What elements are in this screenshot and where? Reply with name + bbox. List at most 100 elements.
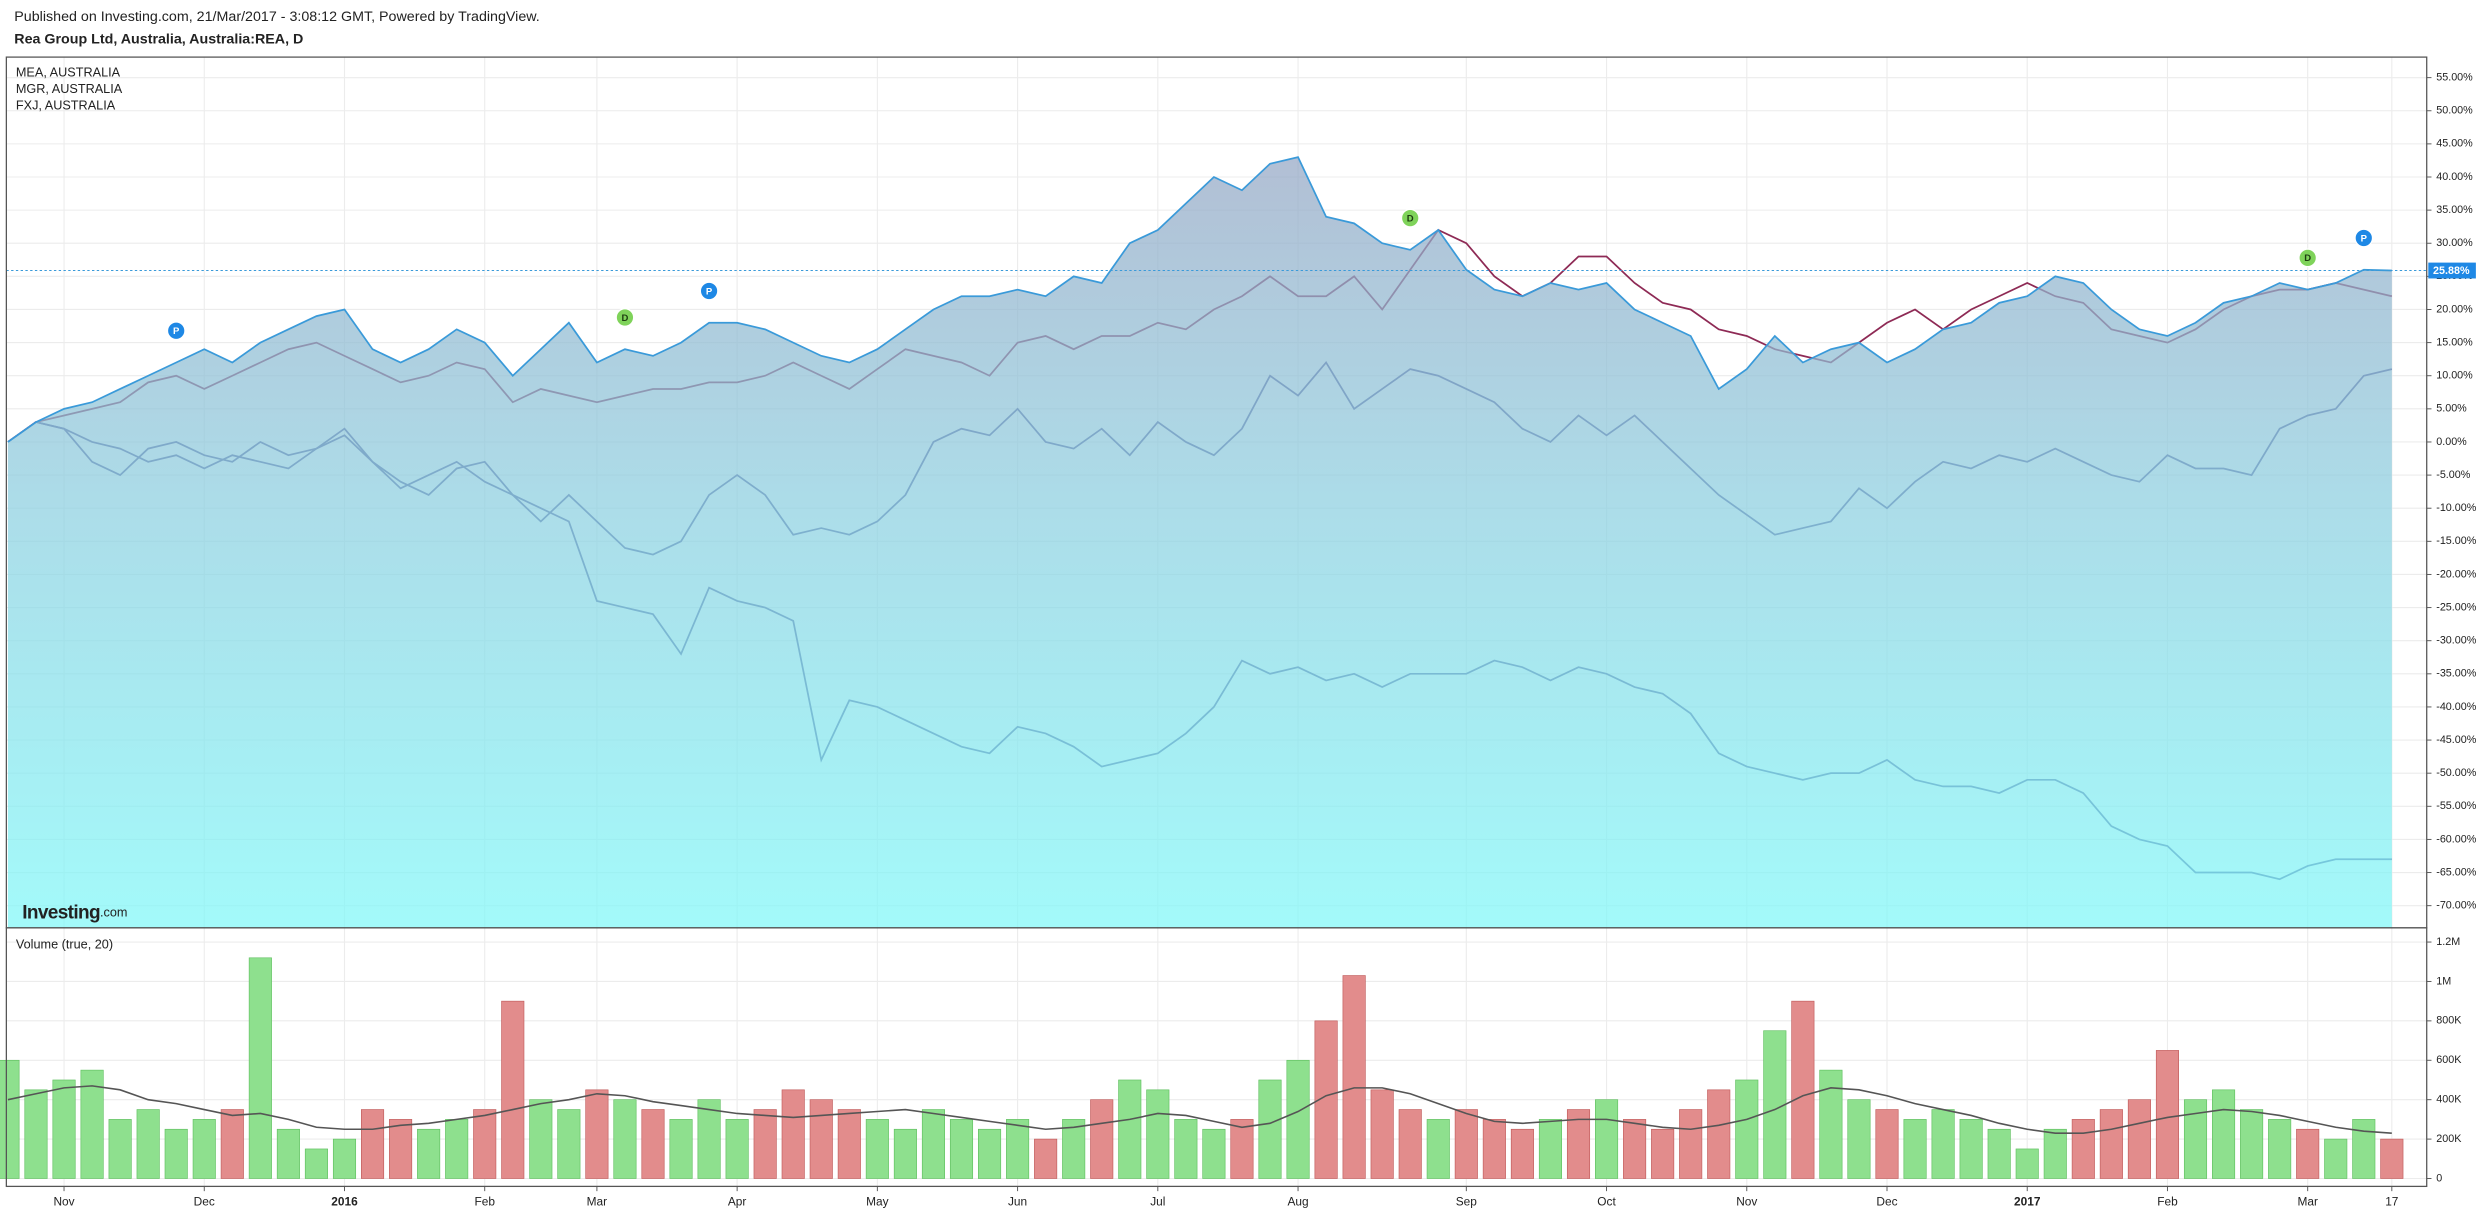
volume-ma-line — [7, 1085, 2392, 1134]
volume-bar — [164, 1128, 188, 1179]
volume-bar — [136, 1109, 160, 1179]
volume-bar — [613, 1099, 637, 1179]
volume-bar — [2268, 1119, 2292, 1179]
event-marker — [2298, 248, 2318, 268]
volume-title: Volume (true, 20) — [16, 938, 113, 952]
volume-bar — [1538, 1119, 1562, 1179]
volume-bar — [1679, 1109, 1703, 1179]
volume-bar — [753, 1109, 777, 1179]
volume-bar — [80, 1069, 104, 1179]
volume-bar — [2071, 1119, 2095, 1179]
y-tick-label: -5.00% — [2436, 469, 2471, 481]
y-tick-label: 0.00% — [2436, 436, 2467, 448]
event-marker — [166, 321, 186, 341]
volume-bar — [1987, 1128, 2011, 1179]
x-tick-label: Nov — [1736, 1194, 1757, 1208]
x-tick-label: Dec — [194, 1194, 215, 1208]
volume-bar — [1314, 1020, 1338, 1179]
axes: Nov Dec 2016 Feb Mar Apr May Jun Jul Aug Sep Oct Nov… — [16, 65, 2477, 1208]
legend-entry: MGR, AUSTRALIA — [16, 82, 123, 96]
x-tick-label: Nov — [53, 1194, 74, 1208]
x-tick-label: Oct — [1597, 1194, 1616, 1208]
volume-bar — [1959, 1119, 1983, 1179]
volume-bar — [52, 1079, 76, 1179]
y-tick-label: 10.00% — [2436, 370, 2473, 382]
y-tick-label: -50.00% — [2436, 767, 2477, 779]
volume-bar — [1090, 1099, 1114, 1179]
y-tick-label: 1.2M — [2436, 936, 2460, 948]
y-tick-label: 0 — [2436, 1172, 2442, 1184]
event-marker — [615, 308, 635, 327]
event-label: D — [1407, 213, 1414, 224]
x-tick-label: Mar — [587, 1194, 607, 1208]
volume-bar — [1931, 1109, 1955, 1179]
volume-bar — [1062, 1119, 1086, 1179]
volume-bar — [1735, 1079, 1759, 1179]
volume-bar — [1482, 1119, 1506, 1179]
last-value-box — [2428, 262, 2476, 279]
volume-bar — [1763, 1030, 1787, 1179]
published-note: Published on Investing.com, 21/Mar/2017 … — [14, 9, 539, 25]
volume-bar — [557, 1109, 581, 1179]
y-tick-label: 40.00% — [2436, 171, 2473, 183]
x-tick-label: Jun — [1008, 1194, 1027, 1208]
y-tick-label: -20.00% — [2436, 568, 2477, 580]
volume-bar — [108, 1119, 132, 1179]
volume-bar — [2324, 1138, 2348, 1179]
y-tick-label: 200K — [2436, 1133, 2462, 1145]
volume-bar — [1146, 1089, 1170, 1179]
y-tick-label: 600K — [2436, 1054, 2462, 1066]
volume-bar — [2240, 1109, 2264, 1179]
event-label: P — [173, 326, 180, 337]
volume-bar — [473, 1109, 497, 1179]
volume-bar — [304, 1148, 328, 1179]
volume-bar — [809, 1099, 833, 1179]
volume-bar — [2099, 1109, 2123, 1179]
volume-bar — [1510, 1128, 1534, 1179]
watermark-domain: .com — [100, 906, 127, 920]
volume-bar — [1398, 1109, 1422, 1179]
volume-bar — [361, 1109, 385, 1179]
area-line — [7, 156, 2392, 443]
symbol-title: Rea Group Ltd, Australia, Australia:REA,… — [14, 31, 303, 47]
volume-bar — [1202, 1128, 1226, 1179]
legend-entry: MEA, AUSTRALIA — [16, 65, 121, 79]
volume-bar — [2296, 1128, 2320, 1179]
event-label: D — [2304, 253, 2311, 264]
y-tick-label: 5.00% — [2436, 403, 2467, 415]
watermark-brand: Investing — [22, 903, 100, 924]
x-tick-label: Aug — [1287, 1194, 1308, 1208]
volume-bar — [192, 1119, 216, 1179]
y-tick-label: 45.00% — [2436, 138, 2473, 150]
volume-bar — [865, 1119, 889, 1179]
y-tick-label: 35.00% — [2436, 204, 2473, 216]
plot: P D P D D P — [0, 156, 2427, 1179]
volume-bar — [1034, 1138, 1058, 1179]
volume-bar — [24, 1089, 48, 1179]
volume-bar — [1342, 975, 1366, 1179]
x-tick-label: 17 — [2385, 1194, 2398, 1208]
volume-bar — [1903, 1119, 1927, 1179]
volume-bar — [248, 957, 272, 1179]
volume-pane-border — [5, 927, 2428, 1188]
event-marker — [699, 281, 719, 301]
volume-bar — [389, 1119, 413, 1179]
volume-bar — [2352, 1119, 2376, 1179]
volume-bar — [921, 1109, 945, 1179]
volume-bar — [1651, 1128, 1675, 1179]
y-tick-label: -60.00% — [2436, 833, 2477, 845]
volume-bar — [1454, 1109, 1478, 1179]
y-tick-label: 800K — [2436, 1015, 2462, 1027]
volume-bar — [1174, 1119, 1198, 1179]
y-tick-label: 20.00% — [2436, 303, 2473, 315]
x-tick-label: Feb — [2157, 1194, 2178, 1208]
volume-bar — [1258, 1079, 1282, 1179]
volume-bar — [2380, 1138, 2404, 1179]
volume-bar — [978, 1128, 1002, 1179]
x-tick-label: Sep — [1456, 1194, 1478, 1208]
volume-bar — [1006, 1119, 1030, 1179]
event-label: P — [706, 286, 713, 297]
volume-bar — [2127, 1099, 2151, 1179]
volume-bar — [1707, 1089, 1731, 1179]
